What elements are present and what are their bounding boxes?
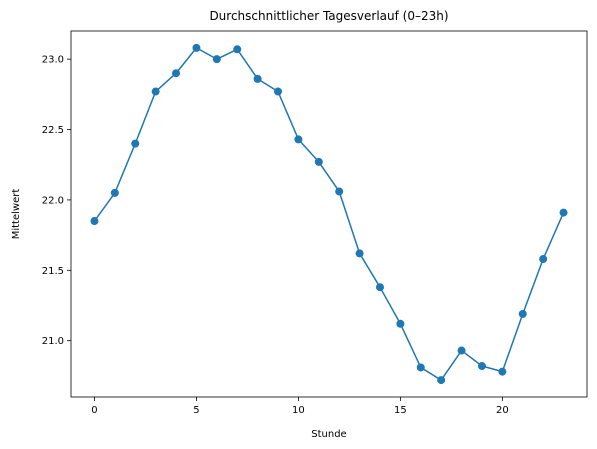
x-tick-label: 15 xyxy=(394,405,407,416)
data-point xyxy=(212,55,221,64)
y-axis-label: Mittelwert xyxy=(11,189,22,240)
data-point xyxy=(416,363,425,372)
data-point xyxy=(335,187,344,196)
data-point xyxy=(355,249,364,258)
data-point xyxy=(498,367,507,376)
data-point xyxy=(457,346,466,355)
x-tick-label: 0 xyxy=(91,405,97,416)
data-point xyxy=(233,45,242,54)
data-point xyxy=(518,309,527,318)
data-point xyxy=(314,157,323,166)
x-tick-label: 5 xyxy=(193,405,199,416)
data-point xyxy=(396,319,405,328)
data-point xyxy=(172,69,181,78)
data-point xyxy=(110,188,119,197)
data-point xyxy=(437,376,446,385)
x-tick-label: 20 xyxy=(496,405,509,416)
data-point xyxy=(192,43,201,52)
axis-ticks: 0 5 10 15 20 21.0 21.5 22.0 22.5 23.0 xyxy=(42,55,509,416)
y-tick-label: 21.5 xyxy=(42,266,64,277)
data-point xyxy=(539,255,548,264)
y-tick-label: 22.5 xyxy=(42,125,64,136)
plot-area xyxy=(71,31,587,397)
series-points-group xyxy=(90,43,568,385)
y-tick-label: 21.0 xyxy=(42,336,64,347)
data-point xyxy=(151,87,160,96)
y-tick-label: 22.0 xyxy=(42,195,64,206)
data-point xyxy=(253,74,262,83)
data-point xyxy=(274,87,283,96)
x-tick-label: 10 xyxy=(292,405,305,416)
y-tick-label: 23.0 xyxy=(42,55,64,66)
chart-title: Durchschnittlicher Tagesverlauf (0–23h) xyxy=(209,9,448,23)
plot-frame xyxy=(70,30,588,398)
data-point xyxy=(90,217,99,226)
data-point xyxy=(294,135,303,144)
data-point xyxy=(375,283,384,292)
data-point xyxy=(559,208,568,217)
data-point xyxy=(477,362,486,371)
data-point xyxy=(131,139,140,148)
x-axis-label: Stunde xyxy=(311,429,346,440)
